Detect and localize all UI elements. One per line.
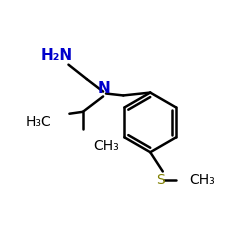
Text: CH₃: CH₃	[94, 138, 119, 152]
Text: S: S	[156, 173, 165, 187]
Text: H₂N: H₂N	[41, 48, 73, 62]
Text: N: N	[98, 81, 110, 96]
Text: H₃C: H₃C	[26, 116, 51, 130]
Text: CH₃: CH₃	[190, 173, 216, 187]
